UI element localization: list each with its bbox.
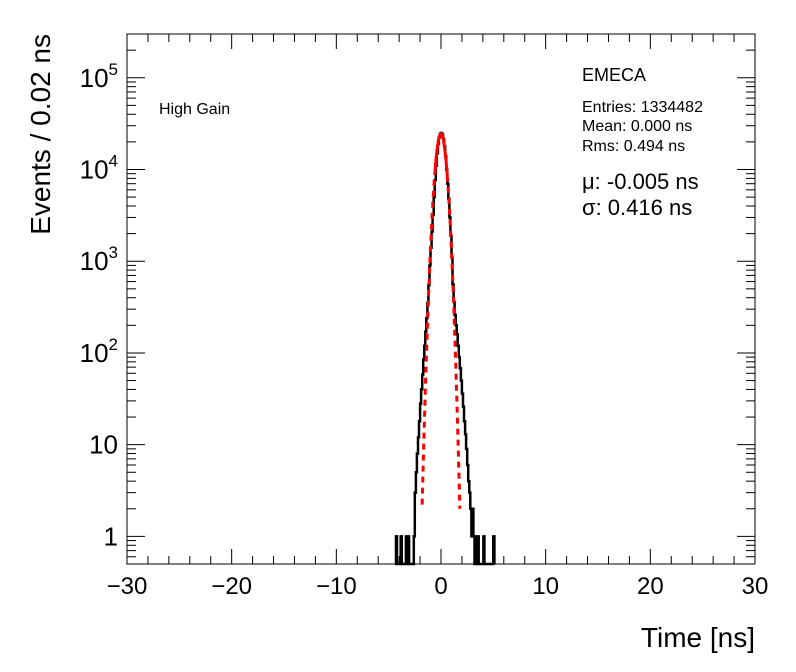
y-tick-label: 103 xyxy=(80,243,118,276)
mean-stat: Mean: 0.000 ns xyxy=(582,118,692,135)
y-tick-label: 105 xyxy=(80,60,118,93)
detector-label: EMECA xyxy=(582,65,646,85)
x-tick-label: −20 xyxy=(211,573,252,600)
y-tick-label: 102 xyxy=(80,335,118,368)
rms-stat: Rms: 0.494 ns xyxy=(582,138,685,155)
axis-ticks xyxy=(126,33,756,564)
entries-stat: Entries: 1334482 xyxy=(582,99,703,116)
gain-label: High Gain xyxy=(159,101,230,118)
y-axis-label: Events / 0.02 ns xyxy=(25,34,56,235)
fit-dashed-left xyxy=(420,174,437,505)
y-tick-label: 1 xyxy=(104,521,118,551)
x-tick-label: 10 xyxy=(532,573,559,600)
x-axis-label: Time [ns] xyxy=(641,622,755,653)
y-tick-labels: 1 10 102 103 104 105 xyxy=(80,60,118,552)
y-tick-label: 104 xyxy=(80,151,118,184)
sigma-fit-value: σ: 0.416 ns xyxy=(582,195,692,220)
fit-dashed-right xyxy=(445,175,462,509)
mu-fit-value: μ: -0.005 ns xyxy=(582,169,699,194)
plot-area xyxy=(394,131,496,566)
y-tick-label: 10 xyxy=(89,430,118,460)
x-tick-label: 0 xyxy=(434,573,447,600)
x-tick-label: −30 xyxy=(107,573,148,600)
x-tick-label: −10 xyxy=(316,573,357,600)
x-tick-labels: −30 −20 −10 0 10 20 30 xyxy=(107,573,769,600)
x-tick-label: 20 xyxy=(637,573,664,600)
plot-frame xyxy=(126,33,756,565)
x-tick-label: 30 xyxy=(742,573,769,600)
fit-solid-core xyxy=(433,132,449,177)
